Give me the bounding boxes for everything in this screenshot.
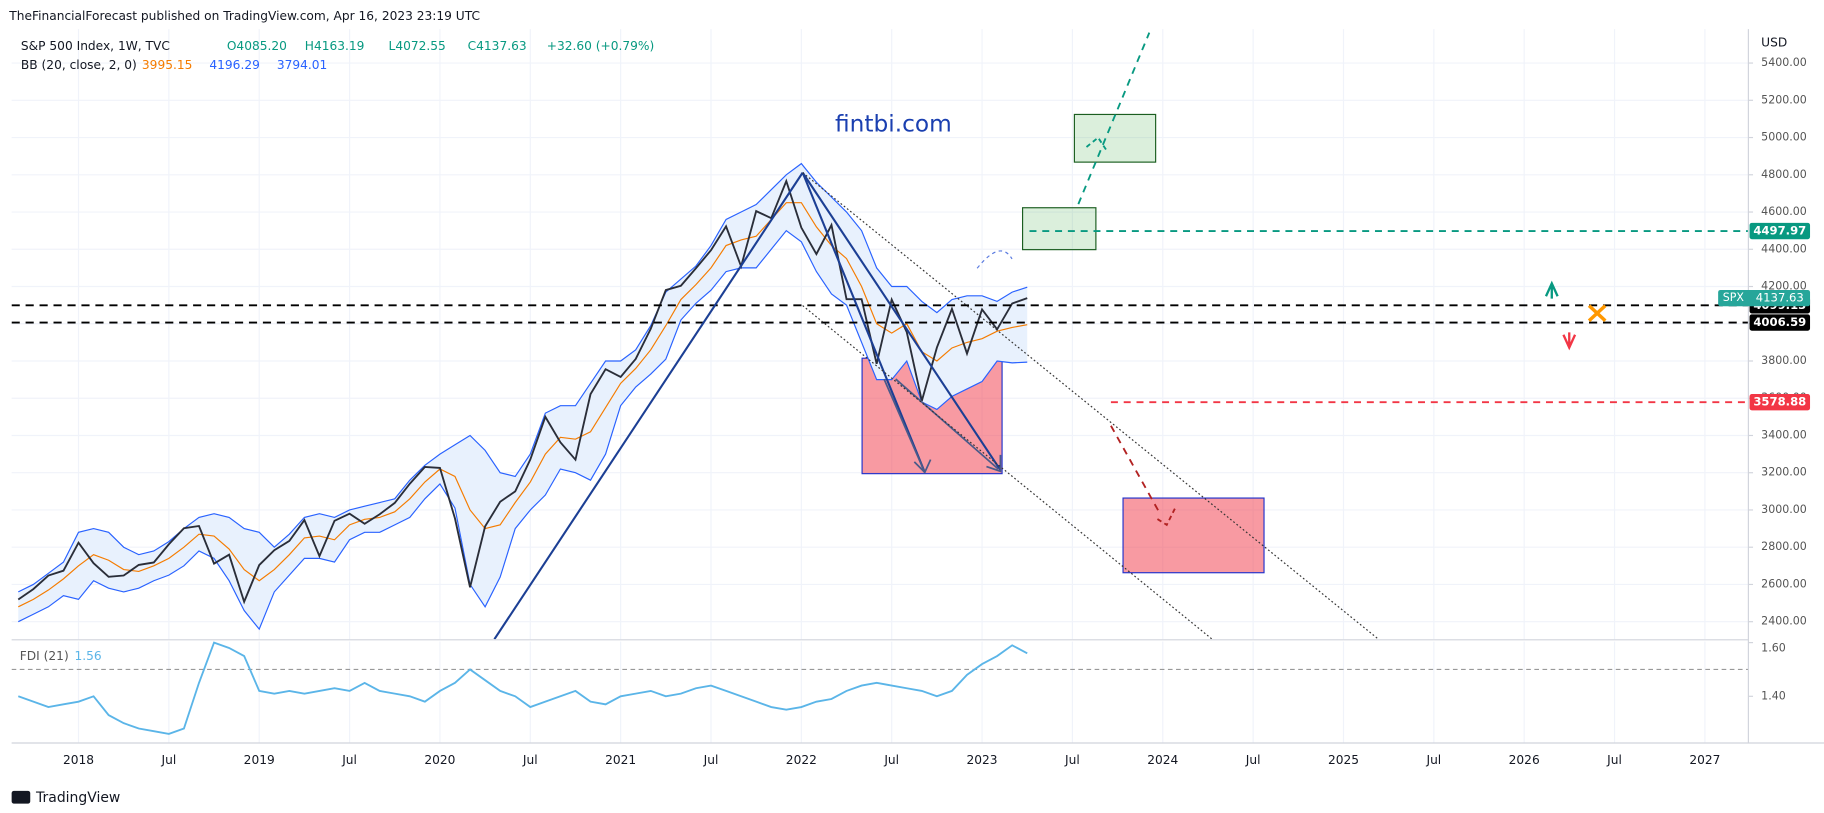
x-tick-label: 2025: [1328, 753, 1359, 767]
arrow-head: [913, 459, 932, 474]
x-tick-label: 2018: [63, 753, 94, 767]
publisher: TheFinancialForecast published on Tradin…: [8, 9, 480, 23]
price-line: [17, 178, 1028, 605]
y-tick-label: 2400.00: [1761, 615, 1807, 628]
logo: [11, 790, 31, 804]
x-tick-label: 2027: [1689, 753, 1720, 767]
projection: [1110, 425, 1161, 514]
price-tag-label: 4006.59: [1753, 315, 1806, 329]
up-arrow: [1544, 280, 1559, 299]
arrow: [883, 378, 926, 473]
price-tag-label: 4497.97: [1753, 224, 1806, 238]
zone: [1021, 207, 1097, 251]
x-tick-label: 2019: [244, 753, 275, 767]
price-tag-label: 3578.88: [1753, 395, 1806, 409]
y-tick-label: 4400.00: [1761, 242, 1807, 255]
arrow: [895, 378, 999, 470]
x-tick-label: Jul: [883, 753, 899, 767]
x-tick-label: Jul: [1606, 753, 1622, 767]
price-tag: [1749, 314, 1811, 331]
x-tick-label: Jul: [1245, 753, 1261, 767]
y-tick-label: 5400.00: [1761, 56, 1807, 69]
x-tick-label: Jul: [522, 753, 538, 767]
open: O4085.20: [227, 39, 287, 53]
y-tick-label: 4600.00: [1761, 205, 1807, 218]
bb-label: BB (20, close, 2, 0): [21, 58, 137, 72]
band-fill: [18, 163, 1028, 630]
down-arrow: [1562, 332, 1577, 351]
indicator-line: [18, 202, 1028, 608]
price-tag: [1749, 222, 1811, 240]
close: C4137.63: [468, 39, 527, 53]
y-tick-label: 5200.00: [1761, 93, 1807, 106]
x-tick-label: 2024: [1147, 753, 1178, 767]
zone: [1073, 113, 1157, 163]
trend-line: [801, 172, 1002, 471]
y-tick-label: 3400.00: [1761, 428, 1807, 441]
footer: TradingView: [35, 790, 120, 806]
bb-basis: 3995.15: [142, 58, 192, 72]
high: H4163.19: [305, 39, 365, 53]
projection: [1156, 508, 1176, 527]
y-tick-label: 4800.00: [1761, 168, 1807, 181]
indicator-line: [18, 162, 1028, 593]
y-tick-label: 5000.00: [1761, 131, 1807, 144]
y-tick-label: 2600.00: [1761, 577, 1807, 590]
last-price-symbol: SPX: [1723, 291, 1745, 304]
x-tick-label: Jul: [1064, 753, 1080, 767]
trend-line: [493, 172, 804, 640]
fdi-value: 1.56: [74, 649, 101, 663]
trend-line: [801, 172, 926, 473]
arrow-head: [986, 454, 1002, 473]
bb-upper: 4196.29: [209, 58, 259, 72]
x-tick-label: Jul: [161, 753, 177, 767]
projection: [1077, 32, 1151, 205]
change: +32.60 (+0.79%): [547, 39, 655, 53]
y-tick-label: 1.40: [1761, 689, 1786, 702]
y-tick-label: 4200.00: [1761, 280, 1807, 293]
price-tag: [1749, 394, 1811, 411]
currency: USD: [1761, 36, 1787, 50]
x-tick-label: 2022: [786, 753, 817, 767]
x-tick-label: 2020: [424, 753, 455, 767]
bb-lower: 3794.01: [277, 58, 327, 72]
x-tick-label: 2021: [605, 753, 636, 767]
x-tick-label: 2023: [967, 753, 998, 767]
channel-line: [802, 172, 1379, 640]
last-price-value: 4137.63: [1756, 291, 1804, 305]
last-price-tag: [1718, 289, 1811, 307]
fdi-title: FDI (21): [20, 649, 69, 663]
drawings: [493, 32, 1607, 640]
y-tick-label: 3000.00: [1761, 503, 1807, 516]
y-tick-label: 3200.00: [1761, 466, 1807, 479]
x-tick-label: 2026: [1509, 753, 1540, 767]
y-tick-label: 3800.00: [1761, 354, 1807, 367]
low: L4072.55: [389, 39, 446, 53]
price-line: [17, 641, 1028, 735]
x-tick-label: Jul: [703, 753, 719, 767]
projection: [1085, 136, 1109, 153]
watermark: fintbi.com: [835, 110, 952, 137]
x-tick-label: Jul: [341, 753, 357, 767]
x-tick-label: Jul: [1425, 753, 1441, 767]
indicator-line: [18, 229, 1028, 631]
cross-marker: [1587, 304, 1607, 323]
zone: [1122, 497, 1265, 574]
y-tick-label: 1.60: [1761, 642, 1786, 655]
symbol: S&P 500 Index, 1W, TVC: [21, 39, 170, 53]
y-tick-label: 2800.00: [1761, 540, 1807, 553]
